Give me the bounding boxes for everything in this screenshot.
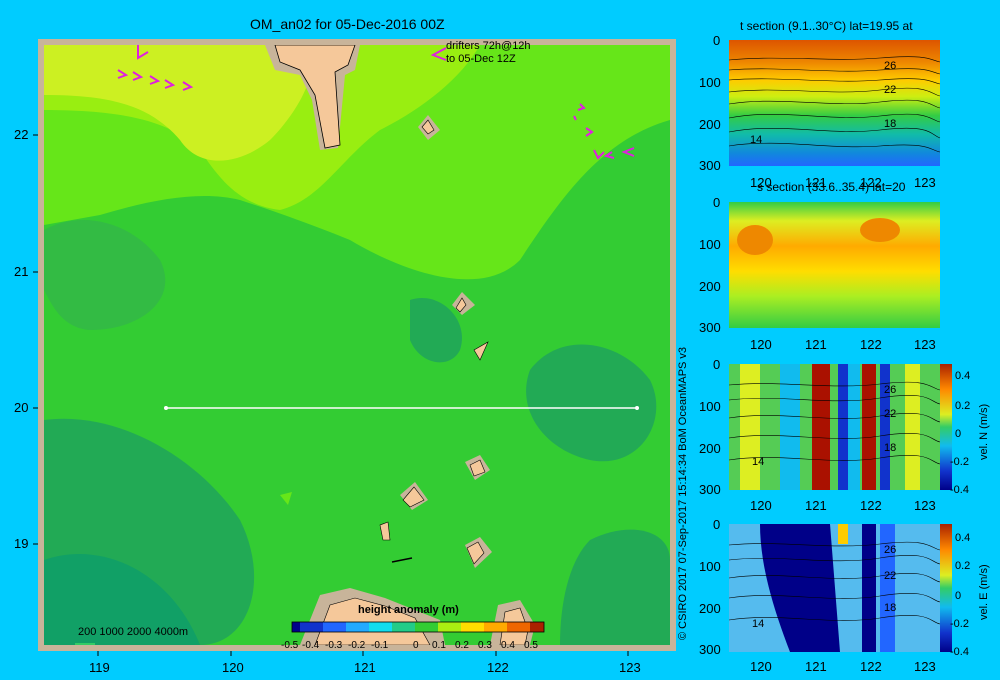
vn-contour-label: 18 <box>884 442 897 454</box>
ve-cb-tick: 0.4 <box>955 532 971 544</box>
p1-y-tick: 300 <box>699 158 721 173</box>
ve-contour-label: 14 <box>752 618 765 630</box>
p2-x-tick: 122 <box>860 337 882 352</box>
vn-contour-label: 14 <box>752 456 765 468</box>
cb-tick: 0.1 <box>432 640 446 651</box>
panel2-title: s section (33.6..35.4) lat=20 <box>757 180 906 194</box>
t-contour-label: 14 <box>750 134 763 146</box>
cb-tick: 0.3 <box>478 640 492 651</box>
ve-cb-tick: -0.2 <box>950 618 969 630</box>
p3-x-tick: 122 <box>860 498 882 513</box>
vn-cb-tick: -0.2 <box>950 456 969 468</box>
p2-y-tick: 100 <box>699 237 721 252</box>
p1-y-tick: 0 <box>713 33 721 48</box>
t-contour-label: 22 <box>884 84 897 96</box>
lat-tick-20: 20 <box>14 400 29 415</box>
p2-y-tick: 0 <box>713 195 721 210</box>
p2-x-tick: 123 <box>914 337 936 352</box>
ve-cb-tick: 0 <box>955 590 962 602</box>
p3-y-tick: 300 <box>699 482 721 497</box>
drifters-label-2: to 05-Dec 12Z <box>446 53 516 65</box>
cb-tick: -0.1 <box>371 640 389 651</box>
vn-cb-tick: -0.4 <box>950 484 969 496</box>
p3-y-tick: 100 <box>699 399 721 414</box>
vn-contour-label: 26 <box>884 384 897 396</box>
map-title: OM_an02 for 05-Dec-2016 00Z <box>250 16 445 32</box>
ve-cb-tick: -0.4 <box>950 646 969 658</box>
ve-colorbar-label: vel. E (m/s) <box>978 564 990 620</box>
cb-tick: -0.2 <box>348 640 366 651</box>
p3-x-tick: 121 <box>805 498 827 513</box>
lon-tick-122: 122 <box>487 660 509 675</box>
p1-x-tick: 120 <box>750 175 772 190</box>
ve-contour-label: 22 <box>884 570 897 582</box>
colorbar-label: height anomaly (m) <box>358 604 459 616</box>
vn-cb-tick: 0.2 <box>955 400 971 412</box>
p1-x-tick: 122 <box>860 175 882 190</box>
vn-colorbar-label: vel. N (m/s) <box>978 403 990 460</box>
p4-x-tick: 123 <box>914 659 936 674</box>
lat-tick-22: 22 <box>14 127 29 142</box>
p4-y-tick: 200 <box>699 601 721 616</box>
p4-y-tick: 0 <box>713 517 721 532</box>
t-contour-label: 18 <box>884 118 897 130</box>
cb-tick: 0.2 <box>455 640 469 651</box>
height-anomaly-field <box>44 45 670 645</box>
vn-cb-tick: 0.4 <box>955 370 971 382</box>
p3-x-tick: 120 <box>750 498 772 513</box>
p2-y-tick: 300 <box>699 320 721 335</box>
lon-tick-119: 119 <box>89 660 110 675</box>
p4-y-tick: 300 <box>699 642 721 657</box>
lat-tick-21: 21 <box>14 264 29 279</box>
p4-x-tick: 120 <box>750 659 772 674</box>
height-anomaly-colorbar <box>291 621 545 633</box>
drifters-label-1: drifters 72h@12h <box>446 40 531 52</box>
lon-tick-120: 120 <box>222 660 244 675</box>
lon-tick-123: 123 <box>619 660 641 675</box>
lon-tick-121: 121 <box>354 660 376 675</box>
ve-cb-tick: 0.2 <box>955 560 971 572</box>
north-velocity-section-panel <box>728 364 952 490</box>
p1-x-tick: 121 <box>805 175 827 190</box>
depth-legend: 200 1000 2000 4000m <box>78 626 189 638</box>
cb-tick: 0.4 <box>501 640 515 651</box>
p1-y-tick: 200 <box>699 117 721 132</box>
panel1-title: t section (9.1..30°C) lat=19.95 at <box>740 19 913 33</box>
p1-x-tick: 123 <box>914 175 936 190</box>
lat-tick-19: 19 <box>14 536 29 551</box>
p1-y-tick: 100 <box>699 75 721 90</box>
ve-contour-label: 18 <box>884 602 897 614</box>
east-velocity-section-panel <box>728 524 952 652</box>
cb-tick: 0 <box>413 640 419 651</box>
p3-x-tick: 123 <box>914 498 936 513</box>
cb-tick: -0.5 <box>281 640 299 651</box>
p2-x-tick: 121 <box>805 337 827 352</box>
vn-cb-tick: 0 <box>955 428 962 440</box>
p3-y-tick: 200 <box>699 441 721 456</box>
p2-x-tick: 120 <box>750 337 772 352</box>
cb-tick: -0.4 <box>302 640 320 651</box>
p4-y-tick: 100 <box>699 559 721 574</box>
p2-y-tick: 200 <box>699 279 721 294</box>
ve-contour-label: 26 <box>884 544 897 556</box>
p4-x-tick: 122 <box>860 659 882 674</box>
cb-tick: -0.3 <box>325 640 343 651</box>
p3-y-tick: 0 <box>713 357 721 372</box>
salinity-section-panel <box>729 202 940 328</box>
t-contour-label: 26 <box>884 60 897 72</box>
drifter-tracks <box>117 45 635 160</box>
temperature-section-panel <box>728 40 941 166</box>
p4-x-tick: 121 <box>805 659 827 674</box>
cb-tick: 0.5 <box>524 640 538 651</box>
vn-contour-label: 22 <box>884 408 897 420</box>
